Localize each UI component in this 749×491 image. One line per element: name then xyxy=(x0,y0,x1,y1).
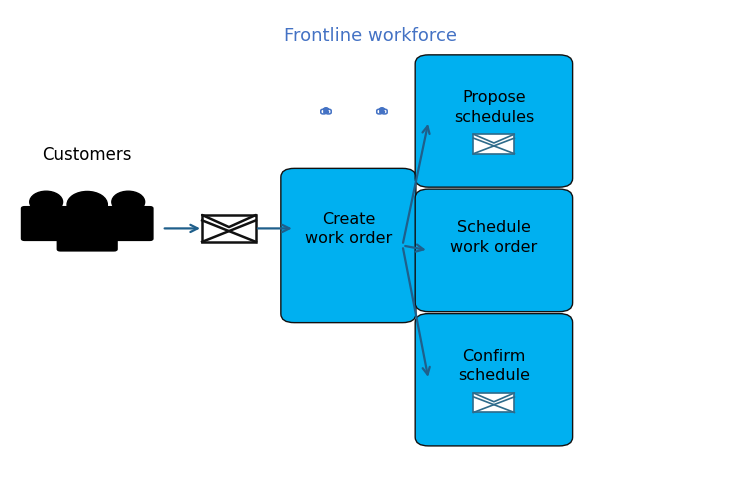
FancyBboxPatch shape xyxy=(21,206,72,241)
Circle shape xyxy=(112,191,145,213)
Text: Schedule
work order: Schedule work order xyxy=(450,220,538,255)
Circle shape xyxy=(30,191,63,213)
FancyBboxPatch shape xyxy=(415,189,573,312)
Text: Frontline workforce: Frontline workforce xyxy=(285,27,458,45)
FancyBboxPatch shape xyxy=(415,314,573,446)
Text: Create
work order: Create work order xyxy=(305,212,392,246)
Circle shape xyxy=(67,191,107,218)
FancyBboxPatch shape xyxy=(202,215,256,242)
FancyBboxPatch shape xyxy=(57,210,118,251)
FancyBboxPatch shape xyxy=(415,55,573,187)
FancyBboxPatch shape xyxy=(103,206,154,241)
FancyBboxPatch shape xyxy=(473,134,515,154)
FancyBboxPatch shape xyxy=(473,393,515,412)
Text: Propose
schedules: Propose schedules xyxy=(454,90,534,125)
Text: Customers: Customers xyxy=(43,146,132,164)
Text: Confirm
schedule: Confirm schedule xyxy=(458,349,530,383)
FancyBboxPatch shape xyxy=(281,168,416,323)
